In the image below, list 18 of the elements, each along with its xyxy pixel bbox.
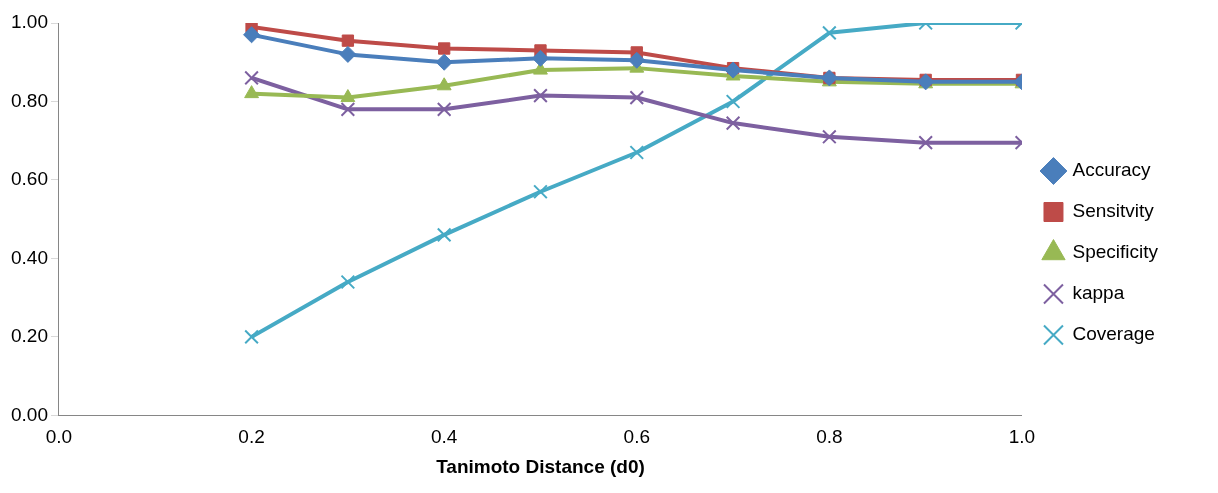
- legend-label: kappa: [1072, 282, 1125, 304]
- x-tick-label: 0.6: [623, 426, 650, 448]
- x-tick-label: 0.2: [238, 426, 265, 448]
- y-tick-label: 0.20: [11, 325, 48, 347]
- legend-label: Coverage: [1072, 323, 1155, 345]
- legend-label: Accuracy: [1072, 159, 1152, 181]
- x-axis-title: Tanimoto Distance (d0): [436, 455, 645, 477]
- legend-label: Specificity: [1072, 241, 1159, 263]
- x-tick-label: 0.8: [816, 426, 843, 448]
- x-tick-label: 1.0: [1008, 426, 1036, 448]
- x-tick-label: 0.0: [45, 426, 73, 448]
- x-tick-label: 0.4: [430, 426, 458, 448]
- y-tick-label: 1.00: [11, 11, 48, 33]
- legend-label: Sensitvity: [1072, 200, 1155, 222]
- y-tick-label: 0.60: [11, 168, 48, 190]
- y-tick-label: 0.00: [11, 403, 48, 425]
- y-tick-label: 0.40: [11, 246, 48, 268]
- y-tick-label: 0.80: [11, 89, 48, 111]
